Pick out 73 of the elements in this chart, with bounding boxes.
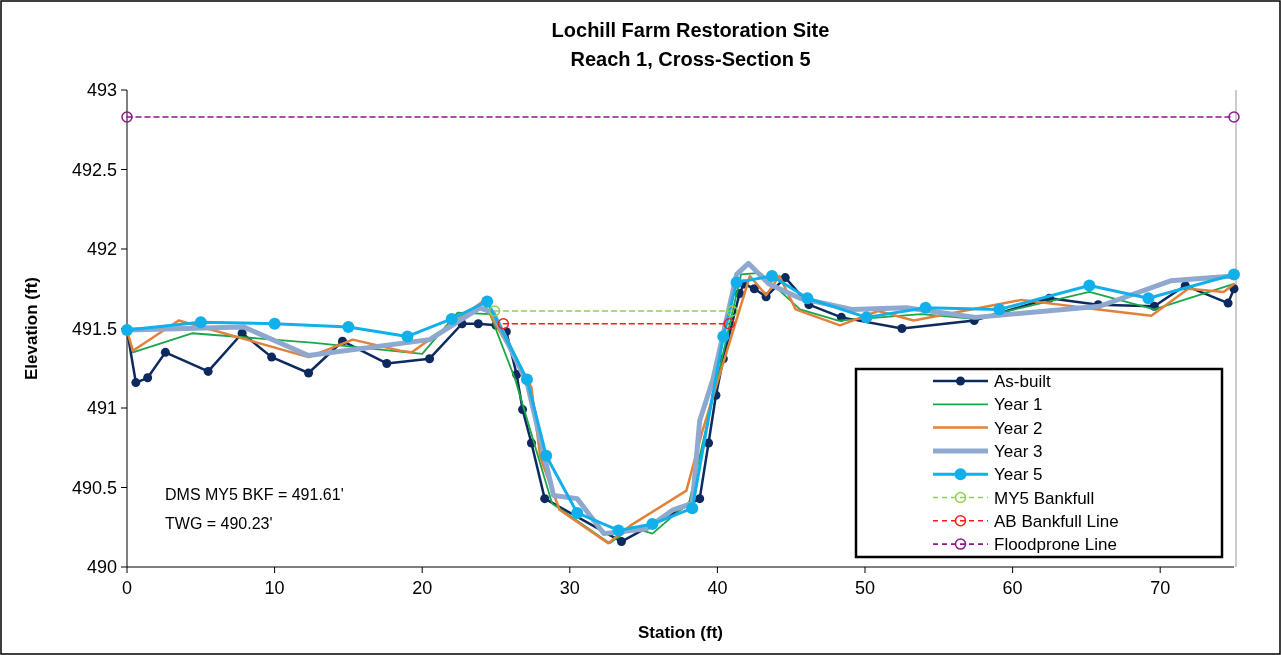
point: [267, 352, 277, 362]
x-tick-label: 0: [121, 578, 133, 598]
point: [726, 305, 738, 317]
chart-title: Lochill Farm Restoration Site: [551, 19, 830, 41]
x-tick-label: 40: [707, 578, 728, 598]
y-tick-label: 491: [86, 398, 117, 418]
point: [717, 330, 730, 343]
point: [540, 449, 553, 462]
annotation: DMS MY5 BKF = 491.61': [165, 486, 344, 503]
point: [131, 378, 141, 388]
point: [1223, 298, 1233, 308]
y-tick-label: 492: [86, 239, 117, 259]
x-tick-label: 50: [854, 578, 876, 598]
legend-label: MY5 Bankfull: [994, 488, 1095, 508]
y-tick-label: 490.5: [71, 477, 117, 498]
point: [121, 111, 133, 123]
point: [766, 270, 779, 283]
point: [203, 366, 213, 376]
point: [401, 330, 414, 343]
point: [749, 284, 759, 294]
legend-label: As-built: [994, 372, 1051, 391]
point: [612, 524, 625, 537]
point: [382, 358, 392, 368]
x-tick-label: 60: [1002, 578, 1023, 598]
point: [695, 494, 705, 504]
annotation: TWG = 490.23': [165, 515, 273, 532]
point: [993, 303, 1006, 316]
y-tick-label: 493: [86, 80, 117, 100]
y-tick-label: 491.5: [71, 318, 117, 339]
point: [481, 295, 494, 308]
x-tick-label: 70: [1150, 578, 1171, 598]
point: [521, 373, 533, 386]
y-axis-title: Elevation (ft): [22, 277, 41, 380]
legend-label: AB Bankfull Line: [994, 511, 1119, 531]
point: [801, 292, 814, 305]
x-tick-label: 10: [264, 578, 285, 598]
point: [445, 312, 458, 325]
point: [897, 324, 907, 333]
legend-label: Year 3: [994, 441, 1043, 461]
y-tick-label: 492.5: [71, 159, 117, 180]
x-tick-label: 30: [559, 578, 580, 598]
point: [268, 317, 281, 330]
legend-label: Year 2: [994, 418, 1043, 438]
point: [616, 537, 626, 547]
point: [425, 354, 435, 364]
point: [194, 316, 207, 329]
y-tick-label: 490: [86, 557, 117, 577]
x-axis-title: Station (ft): [638, 623, 723, 642]
point: [723, 317, 735, 330]
point: [1083, 279, 1096, 292]
point: [1228, 268, 1240, 281]
point: [304, 368, 314, 378]
legend-label: Floodprone Line: [994, 535, 1117, 555]
point: [686, 502, 699, 515]
point: [1142, 292, 1155, 305]
point: [160, 347, 170, 357]
x-tick-label: 20: [412, 578, 433, 598]
point: [342, 320, 355, 333]
point: [473, 319, 483, 329]
point: [571, 506, 584, 519]
point: [730, 276, 743, 289]
point: [646, 518, 659, 531]
legend-label: Year 1: [994, 395, 1043, 415]
point: [143, 373, 153, 383]
chart-subtitle: Reach 1, Cross-Section 5: [570, 48, 811, 70]
point: [488, 305, 501, 317]
point: [1228, 111, 1240, 123]
point: [780, 273, 790, 283]
point: [919, 301, 932, 314]
legend-label: Year 5: [994, 465, 1043, 485]
point: [497, 317, 510, 330]
point: [860, 311, 873, 324]
point: [540, 494, 550, 504]
